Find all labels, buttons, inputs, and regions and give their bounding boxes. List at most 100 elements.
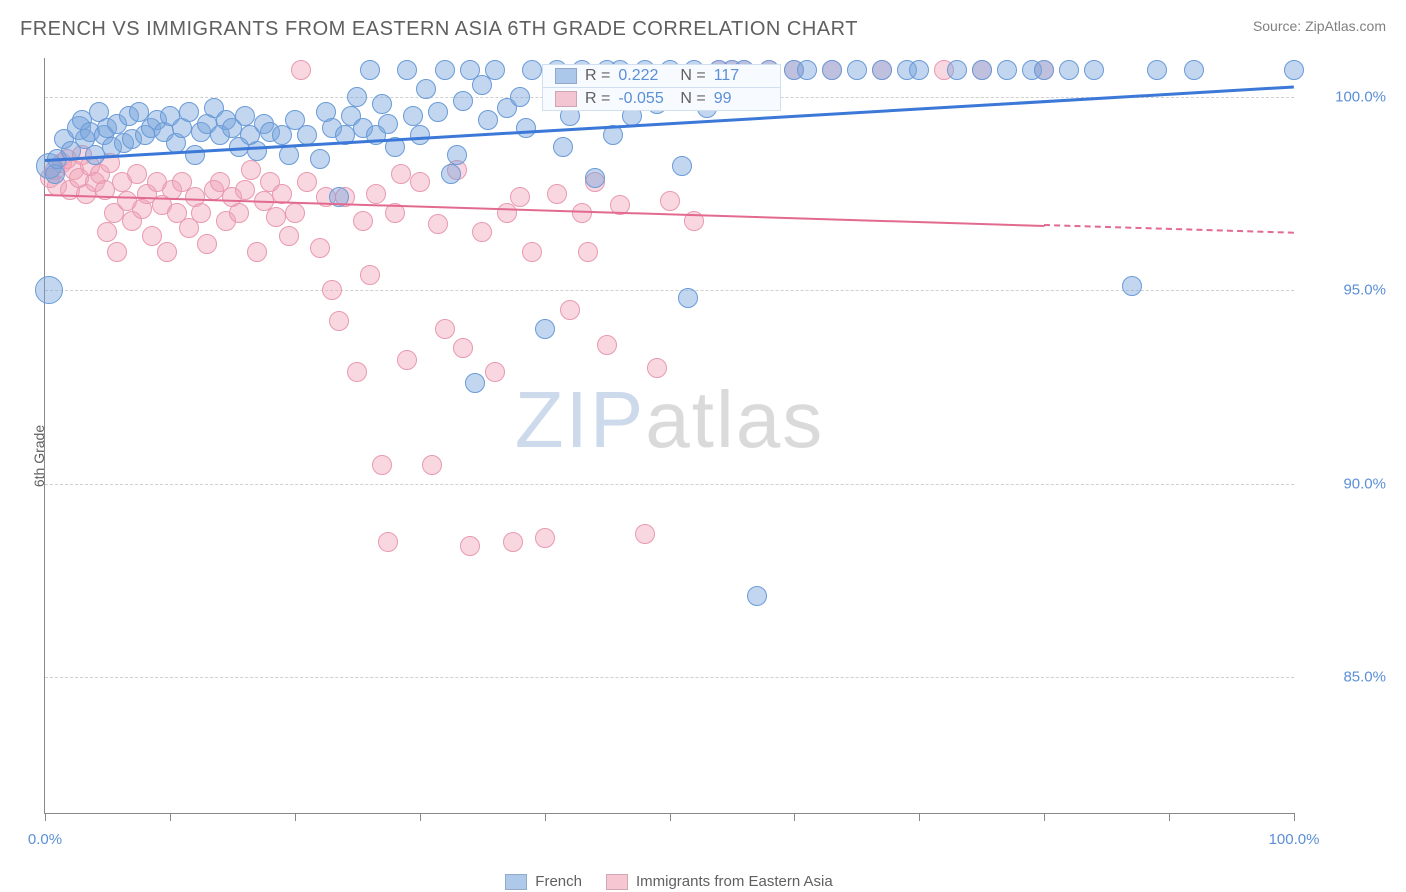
trend-line — [1044, 224, 1294, 234]
n-label: N = — [680, 67, 705, 85]
data-point — [235, 106, 255, 126]
data-point — [560, 300, 580, 320]
r-label: R = — [585, 90, 610, 108]
n-value: 117 — [714, 67, 768, 85]
chart-title: FRENCH VS IMMIGRANTS FROM EASTERN ASIA 6… — [20, 18, 858, 41]
watermark-zip: ZIP — [515, 375, 645, 464]
data-point — [510, 87, 530, 107]
data-point — [747, 586, 767, 606]
data-point — [997, 60, 1017, 80]
data-point — [947, 60, 967, 80]
x-tick — [794, 813, 795, 821]
data-point — [416, 79, 436, 99]
legend-item: Immigrants from Eastern Asia — [606, 873, 833, 890]
data-point — [329, 311, 349, 331]
data-point — [185, 145, 205, 165]
x-tick — [919, 813, 920, 821]
data-point — [241, 160, 261, 180]
data-point — [485, 362, 505, 382]
n-value: 99 — [714, 90, 768, 108]
data-point — [1284, 60, 1304, 80]
x-tick — [1294, 813, 1295, 821]
plot-area: ZIPatlas R = 0.222 N = 117 R = -0.055 N … — [44, 58, 1294, 814]
data-point — [353, 211, 373, 231]
data-point — [447, 145, 467, 165]
data-point — [553, 137, 573, 157]
data-point — [372, 94, 392, 114]
data-point — [266, 207, 286, 227]
data-point — [157, 242, 177, 262]
swatch-icon — [555, 91, 577, 107]
data-point — [179, 102, 199, 122]
data-point — [872, 60, 892, 80]
data-point — [428, 102, 448, 122]
stats-row: R = 0.222 N = 117 — [543, 65, 780, 88]
x-tick-label: 0.0% — [28, 831, 62, 848]
data-point — [410, 172, 430, 192]
data-point — [97, 222, 117, 242]
data-point — [1059, 60, 1079, 80]
data-point — [435, 319, 455, 339]
data-point — [435, 60, 455, 80]
data-point — [847, 60, 867, 80]
x-tick — [295, 813, 296, 821]
data-point — [229, 203, 249, 223]
series-legend: French Immigrants from Eastern Asia — [44, 873, 1294, 890]
data-point — [478, 110, 498, 130]
data-point — [397, 350, 417, 370]
x-tick — [1044, 813, 1045, 821]
data-point — [585, 168, 605, 188]
data-point — [535, 528, 555, 548]
data-point — [403, 106, 423, 126]
legend-item: French — [505, 873, 582, 890]
gridline — [45, 484, 1294, 485]
x-tick — [420, 813, 421, 821]
data-point — [410, 125, 430, 145]
r-value: -0.055 — [618, 90, 672, 108]
data-point — [279, 145, 299, 165]
watermark-atlas: atlas — [645, 375, 824, 464]
data-point — [35, 276, 63, 304]
source-label: Source: ZipAtlas.com — [1253, 18, 1386, 34]
x-tick — [45, 813, 46, 821]
data-point — [191, 203, 211, 223]
r-value: 0.222 — [618, 67, 672, 85]
data-point — [347, 87, 367, 107]
data-point — [535, 319, 555, 339]
data-point — [441, 164, 461, 184]
data-point — [310, 149, 330, 169]
data-point — [972, 60, 992, 80]
swatch-icon — [555, 68, 577, 84]
data-point — [285, 203, 305, 223]
data-point — [127, 164, 147, 184]
data-point — [235, 180, 255, 200]
data-point — [660, 191, 680, 211]
data-point — [347, 362, 367, 382]
data-point — [465, 373, 485, 393]
x-tick — [1169, 813, 1170, 821]
watermark: ZIPatlas — [515, 374, 824, 466]
data-point — [428, 214, 448, 234]
data-point — [247, 141, 267, 161]
data-point — [485, 60, 505, 80]
data-point — [472, 222, 492, 242]
data-point — [366, 184, 386, 204]
data-point — [107, 242, 127, 262]
data-point — [460, 536, 480, 556]
data-point — [1084, 60, 1104, 80]
data-point — [197, 234, 217, 254]
data-point — [1122, 276, 1142, 296]
data-point — [322, 280, 342, 300]
r-label: R = — [585, 67, 610, 85]
gridline — [45, 290, 1294, 291]
stats-legend: R = 0.222 N = 117 R = -0.055 N = 99 — [542, 64, 781, 111]
x-tick — [545, 813, 546, 821]
data-point — [422, 455, 442, 475]
data-point — [1034, 60, 1054, 80]
legend-label: French — [535, 873, 582, 890]
data-point — [678, 288, 698, 308]
data-point — [310, 238, 330, 258]
swatch-icon — [606, 874, 628, 890]
data-point — [647, 358, 667, 378]
data-point — [453, 338, 473, 358]
